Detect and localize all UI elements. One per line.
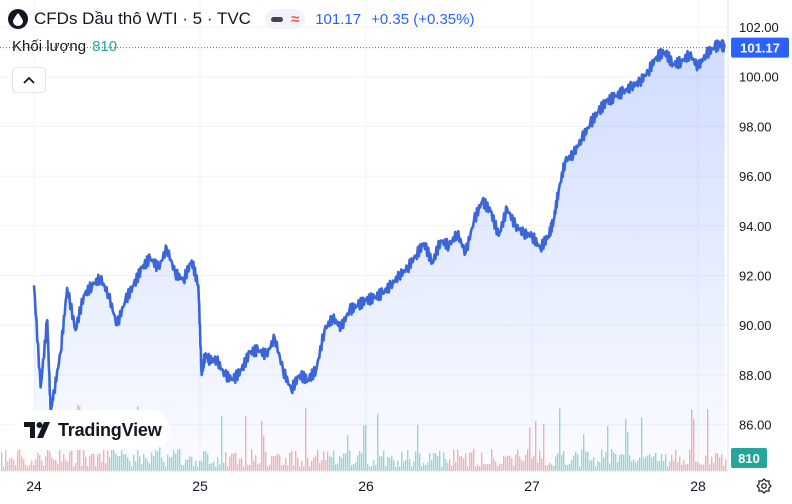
time-tick-label: 28 (690, 478, 706, 494)
volume-bar (9, 458, 11, 471)
volume-bar (25, 465, 27, 471)
line-style-icon (270, 16, 283, 22)
volume-bar (31, 460, 33, 471)
last-price: 101.17 (315, 10, 362, 28)
symbol-title[interactable]: CFDs Dầu thô WTI · 5 · TVC (34, 9, 251, 28)
tradingview-logo[interactable]: TradingView (14, 410, 170, 450)
time-tick-label: 25 (192, 478, 208, 494)
volume-bar (1, 451, 3, 471)
price-tick-label: 102.00 (739, 20, 779, 35)
wave-icon: ≈ (290, 10, 300, 28)
price-axis: 102.00 100.00 98.00 96.00 94.00 92.00 90.00 88.… (739, 20, 779, 433)
tradingview-logo-icon (24, 422, 50, 438)
drop-icon (8, 9, 28, 29)
volume-bar (13, 459, 15, 471)
tradingview-text: TradingView (58, 419, 162, 440)
price-change: +0.35 (+0.35%) (371, 10, 475, 28)
time-axis: 24 25 26 27 28 (26, 478, 706, 494)
price-tick-label: 86.00 (739, 418, 772, 433)
volume-bar (3, 466, 5, 471)
chart-header: CFDs Dầu thô WTI · 5 · TVC ≈ 101.17 +0.3… (8, 6, 474, 32)
time-tick-label: 24 (26, 478, 42, 494)
time-tick-label: 26 (358, 478, 374, 494)
price-tick-label: 96.00 (739, 169, 772, 184)
last-price-label: 101.17 (740, 41, 780, 56)
volume-badge: 810 (731, 448, 767, 468)
volume-bar (33, 465, 35, 471)
volume-bar (17, 450, 19, 471)
volume-bar (5, 450, 7, 471)
volume-label: Khối lượng (12, 38, 87, 55)
volume-bar (725, 459, 727, 471)
price-tick-label: 90.00 (739, 318, 772, 333)
price-tick-label: 98.00 (739, 119, 772, 134)
volume-bar (11, 457, 13, 471)
volume-bar (15, 465, 17, 471)
volume-legend[interactable]: Khối lượng 810 (12, 38, 117, 55)
time-tick-label: 27 (524, 478, 540, 494)
volume-bar (7, 461, 9, 471)
last-price-badge: 101.17 (731, 37, 789, 58)
chevron-up-icon (23, 76, 35, 84)
volume-bar (21, 456, 23, 471)
volume-bar (27, 466, 29, 471)
price-line (32, 39, 726, 416)
volume-bar (23, 459, 25, 471)
price-area-fill (34, 40, 725, 472)
indicator-toggle[interactable]: ≈ (264, 9, 306, 29)
price-tick-label: 100.00 (739, 70, 779, 85)
settings-button[interactable] (754, 476, 774, 496)
price-tick-label: 92.00 (739, 269, 772, 284)
price-tick-label: 94.00 (739, 219, 772, 234)
volume-value-label: 810 (738, 451, 760, 466)
gear-icon (756, 478, 772, 494)
volume-bar (19, 449, 21, 471)
collapse-button[interactable] (12, 67, 46, 93)
price-tick-label: 88.00 (739, 368, 772, 383)
volume-value: 810 (92, 38, 118, 55)
volume-bar (29, 464, 31, 471)
